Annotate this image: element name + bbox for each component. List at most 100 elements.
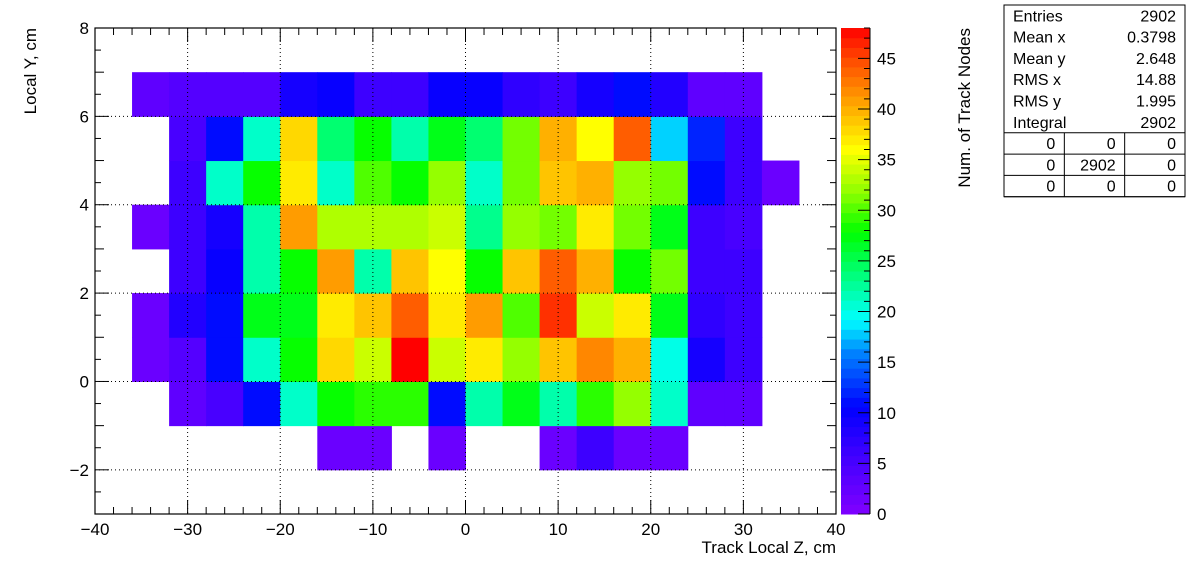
heatmap-cell [539,337,578,382]
z-tick-label: 45 [877,49,896,68]
heatmap-cell [280,160,318,206]
x-axis-title: Track Local Z, cm [702,538,836,557]
palette-band [841,47,870,58]
heatmap-cell [206,72,244,117]
heatmap-cell [687,293,726,338]
heatmap-cell [502,116,541,162]
z-tick-label: 35 [877,151,896,170]
stats-label: Integral [1013,115,1066,132]
palette-band [841,222,870,233]
palette-band [841,115,870,126]
heatmap-cell [354,248,392,294]
heatmap-cell [613,204,652,250]
y-tick-label: 6 [80,107,89,126]
heatmap-cell [428,204,466,250]
heatmap-cell [613,160,652,206]
palette-band [841,504,870,515]
heatmap-cell [428,160,466,206]
palette-band [841,387,870,398]
y-tick-label: 0 [80,372,89,391]
heatmap-cell [687,204,726,250]
heatmap-cell [354,160,392,206]
x-tick-label: −40 [81,520,110,539]
z-tick-label: 15 [877,353,896,372]
heatmap-cell [428,381,466,427]
heatmap-cell [391,248,429,294]
heatmap-cell [576,337,615,382]
y-tick-label: 4 [80,196,89,215]
palette-band [841,261,870,272]
z-tick-label: 25 [877,252,896,271]
z-tick-label: 40 [877,100,896,119]
heatmap-cell [317,204,355,250]
x-tick-label: 10 [549,520,568,539]
stats-grid-cell: 0 [1167,136,1176,153]
heatmap-cell [465,116,504,162]
palette-band [841,377,870,389]
heatmap-cell [539,425,578,471]
palette-band [841,164,870,175]
palette-band [841,37,870,48]
heatmap-cell [650,425,689,471]
heatmap-cell [391,116,429,162]
heatmap-cell [354,425,392,471]
heatmap-cell [724,248,763,294]
heatmap-cell [206,116,244,162]
palette-band [841,465,870,476]
heatmap-cell [169,293,207,338]
heatmap-cell [576,293,615,338]
heatmap-cell [169,160,207,206]
color-palette [841,28,870,515]
heatmap-cell [576,381,615,427]
heatmap-cell [428,425,466,471]
stats-label: Entries [1013,8,1063,25]
heatmap-cell [428,72,466,117]
palette-band [841,475,870,486]
heatmap-cell [206,381,244,427]
heatmap-cell [687,381,726,427]
heatmap-cell [576,248,615,294]
stats-label: Mean y [1013,51,1065,68]
palette-band [841,66,870,78]
heatmap-cell [539,72,578,117]
heatmap-cell [687,116,726,162]
heatmap-cell [576,160,615,206]
heatmap-cell [761,160,800,206]
heatmap-cell [391,337,429,382]
palette-band [841,86,870,97]
heatmap-cells [132,72,800,471]
heatmap-cell [354,116,392,162]
heatmap-cell [650,248,689,294]
stats-value: 0.3798 [1127,30,1176,47]
heatmap-cell [650,337,689,382]
heatmap-cell [465,293,504,338]
heatmap-cell [280,116,318,162]
heatmap-cell [465,72,504,117]
heatmap-cell [613,425,652,471]
heatmap-cell [280,72,318,117]
x-tick-label: 40 [827,520,846,539]
x-tick-label: −30 [173,520,202,539]
heatmap-cell [280,204,318,250]
heatmap-cell [354,204,392,250]
palette-band [841,368,870,379]
palette-band [841,183,870,194]
heatmap-cell [724,337,763,382]
heatmap-cell [391,204,429,250]
heatmap-cell [502,204,541,250]
stats-label: RMS x [1013,72,1061,89]
heatmap-cell [243,160,281,206]
stats-value: 1.995 [1136,94,1176,111]
heatmap-cell [613,337,652,382]
palette-band [841,251,870,262]
heatmap-cell [206,160,244,206]
z-tick-label: 5 [877,454,886,473]
heatmap-cell [539,204,578,250]
heatmap-cell [687,248,726,294]
palette-band [841,309,870,321]
y-axis-title: Local Y, cm [21,28,40,114]
heatmap-cell [206,337,244,382]
heatmap-cell [280,337,318,382]
y-axis: −2 0 2 4 6 8 [70,19,836,515]
heatmap-cell [169,337,207,382]
